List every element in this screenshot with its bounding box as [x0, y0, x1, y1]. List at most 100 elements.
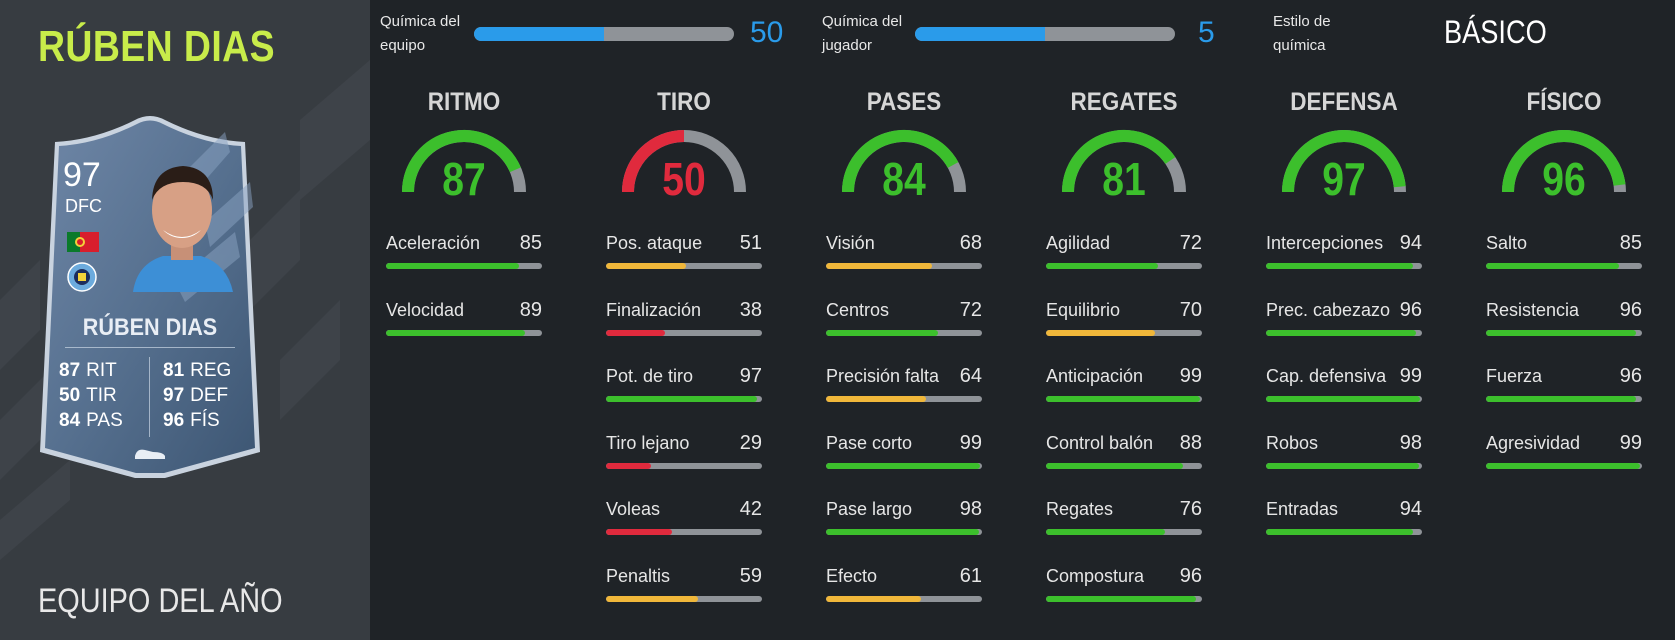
stat-bar-fill — [606, 462, 652, 469]
stat-label: Anticipación — [1046, 366, 1144, 386]
chemistry-style-label: Estilo de química — [1273, 13, 1331, 54]
stat-bar-fill — [1486, 263, 1619, 269]
stat-bar-fill — [826, 462, 981, 469]
stat-value: 99 — [1399, 365, 1422, 387]
stat-label: Velocidad — [386, 299, 465, 320]
stat-bar-fill — [1266, 396, 1421, 402]
stat-label: Control balón — [1046, 432, 1154, 453]
player-chemistry-bar — [915, 27, 1175, 41]
stat-bar — [1486, 396, 1642, 402]
card-rating: 97 — [63, 156, 101, 194]
stat-value: 72 — [1179, 232, 1202, 254]
stat-bar — [826, 263, 982, 269]
stat-value: 98 — [959, 498, 982, 520]
boot-icon — [135, 449, 165, 459]
team-chemistry-value: 50 — [750, 16, 784, 49]
category-overall-value: 97 — [1322, 153, 1366, 205]
stat-bar — [606, 529, 762, 535]
card-stat-tir: 50 TIR — [59, 385, 117, 406]
stat-label: Pase corto — [826, 432, 913, 453]
stat-label: Aceleración — [386, 233, 481, 253]
card-divider-vertical — [149, 357, 150, 437]
stat-bar — [1046, 462, 1202, 469]
stat-value: 96 — [1399, 298, 1422, 321]
stat-label: Tiro lejano — [606, 432, 690, 453]
category-gauge — [1502, 130, 1626, 193]
stat-label: Cap. defensiva — [1266, 366, 1387, 386]
stat-bar — [1486, 329, 1642, 336]
stat-label: Salto — [1486, 233, 1528, 253]
team-chemistry-label: Química del equipo — [380, 13, 461, 54]
stat-label: Pot. de tiro — [606, 366, 694, 386]
gauge-fill — [1062, 130, 1176, 193]
stat-bar-fill — [606, 595, 699, 602]
category-gauge — [1062, 130, 1186, 193]
card-divider — [65, 347, 235, 348]
stat-bar-fill — [1486, 396, 1636, 402]
stat-bar-fill — [826, 329, 939, 336]
card-version-title: EQUIPO DEL AÑO — [38, 582, 283, 620]
stat-label: Finalización — [606, 299, 702, 320]
stat-bar-fill — [1266, 329, 1416, 336]
stat-bar — [606, 595, 762, 602]
stat-bar — [386, 329, 542, 336]
gauge-fill — [1282, 130, 1406, 193]
player-card[interactable]: 97 DFC RÚBEN DIAS 87 RIT 50 TIR 84 PAS 81 RE… — [35, 112, 265, 482]
stat-bar — [1266, 263, 1422, 269]
stat-value: 68 — [959, 232, 982, 254]
stat-value: 96 — [1619, 365, 1642, 387]
stat-value: 59 — [739, 564, 762, 587]
category-overall-value: 96 — [1542, 153, 1586, 205]
stat-bar — [606, 329, 762, 336]
card-position: DFC — [65, 196, 102, 216]
stat-bar-fill — [386, 329, 525, 336]
man-city-crest-icon — [67, 262, 97, 292]
stat-value: 99 — [1619, 431, 1642, 454]
stat-bar-fill — [826, 595, 922, 602]
stat-value: 72 — [959, 298, 982, 321]
stat-bar-fill — [606, 396, 758, 402]
player-photo — [133, 166, 233, 292]
stat-bar-fill — [826, 263, 933, 269]
stat-bar — [826, 396, 982, 402]
stat-value: 51 — [739, 232, 762, 254]
category-overall-value: 87 — [442, 153, 486, 205]
stat-value: 76 — [1179, 498, 1202, 520]
team-chemistry-fill — [474, 27, 604, 41]
category-overall-value: 84 — [882, 153, 926, 205]
category-gauge — [402, 130, 526, 193]
stat-bar — [1266, 462, 1422, 469]
player-panel: RÚBEN DIAS 97 DFC — [0, 0, 370, 640]
card-stat-pas: 84 PAS — [59, 410, 123, 431]
gauge-fill — [1502, 130, 1626, 193]
stat-label: Agilidad — [1046, 233, 1111, 253]
stat-bar — [826, 329, 982, 336]
stat-label: Penaltis — [606, 565, 671, 586]
stat-bar — [606, 263, 762, 269]
stat-bar — [1046, 595, 1202, 602]
stat-bar-fill — [1266, 263, 1413, 269]
category-title: PASES — [866, 88, 942, 116]
category-overall-value: 81 — [1102, 153, 1146, 205]
chemistry-style-value[interactable]: BÁSICO — [1444, 14, 1547, 50]
stat-label: Visión — [826, 233, 875, 253]
stat-label: Agresividad — [1486, 432, 1581, 453]
stat-value: 99 — [1179, 365, 1202, 387]
stat-bar-fill — [826, 529, 979, 535]
gauge-fill — [402, 130, 521, 193]
stat-bar — [826, 529, 982, 535]
stat-bar-fill — [826, 396, 926, 402]
stat-label: Intercepciones — [1266, 233, 1384, 253]
stat-value: 61 — [959, 564, 982, 587]
category-gauge — [842, 130, 966, 193]
stat-value: 29 — [739, 431, 762, 454]
team-chemistry-bar — [474, 27, 734, 41]
stat-label: Voleas — [606, 499, 661, 519]
card-stat-rit: 87 RIT — [59, 360, 117, 381]
stat-value: 38 — [739, 298, 762, 321]
category-title: FÍSICO — [1526, 88, 1602, 116]
stat-bar — [1046, 396, 1202, 402]
stat-value: 96 — [1179, 564, 1202, 587]
player-chemistry-label: Química del jugador — [822, 13, 903, 54]
stat-value: 94 — [1399, 232, 1422, 254]
